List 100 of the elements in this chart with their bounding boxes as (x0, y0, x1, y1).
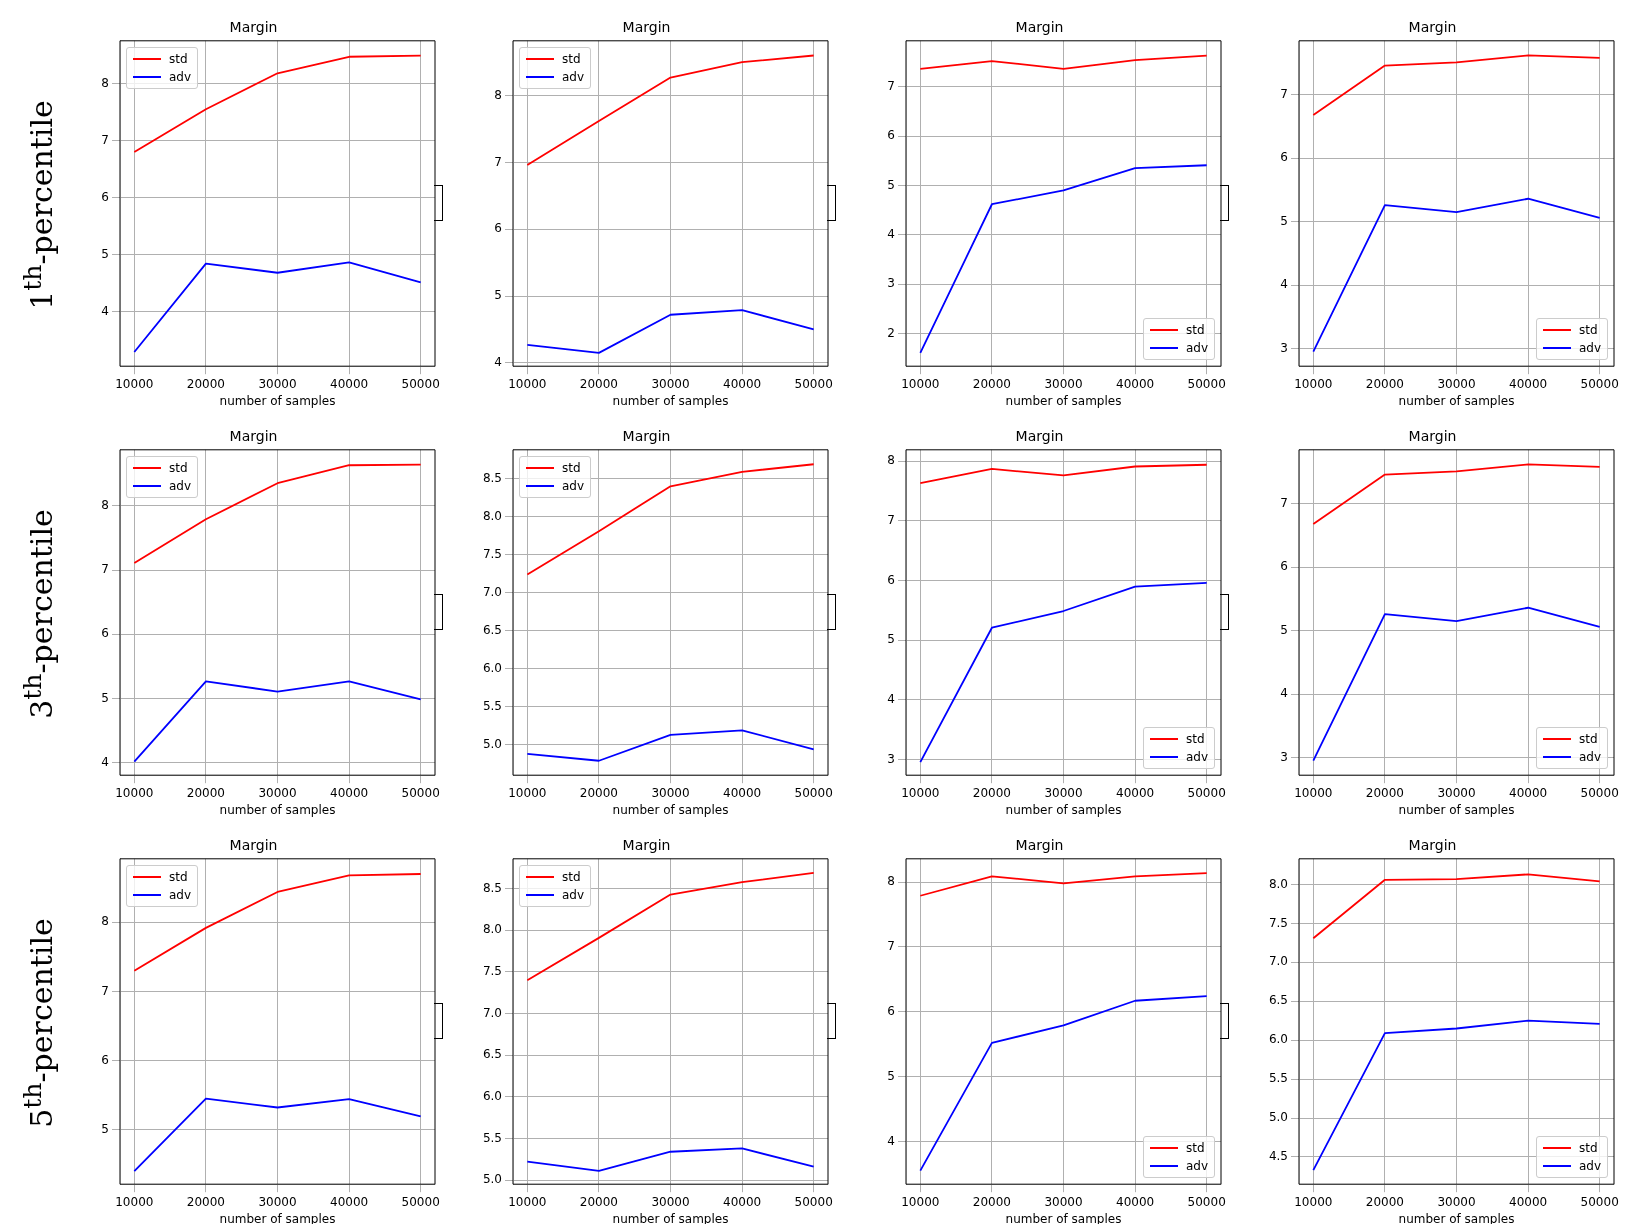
legend-label: std (169, 51, 188, 66)
x-tick-label: 10000 (1294, 1194, 1333, 1209)
x-tick-label: 10000 (508, 1194, 547, 1209)
y-tick-label: 6.5 (1268, 993, 1288, 1008)
legend-label: std (1186, 732, 1205, 747)
x-tick-label: 30000 (651, 785, 690, 800)
legend-label: adv (1579, 341, 1602, 356)
x-tick-label: 10000 (508, 785, 547, 800)
x-tick-label: 30000 (1044, 376, 1083, 391)
legend-label: std (1579, 732, 1598, 747)
y-tick-label: 5.0 (482, 736, 502, 751)
x-tick-label: 10000 (1294, 376, 1333, 391)
chart-title: Margin (1015, 428, 1064, 445)
y-tick-label: 8 (494, 87, 502, 102)
x-tick-label: 50000 (1187, 376, 1226, 391)
x-tick-label: 50000 (1580, 376, 1619, 391)
y-tick-label: 8 (887, 874, 895, 889)
x-axis-title: number of samples (219, 802, 336, 817)
y-tick-label: 6.0 (1268, 1032, 1288, 1047)
y-tick-label: 5.0 (482, 1172, 502, 1187)
y-tick-label: 5 (101, 1121, 109, 1136)
x-axis-title: number of samples (612, 802, 729, 817)
x-tick-label: 20000 (972, 785, 1011, 800)
x-tick-label: 20000 (1365, 785, 1404, 800)
x-axis-title: number of samples (1005, 393, 1122, 408)
x-tick-label: 50000 (1187, 785, 1226, 800)
x-tick-label: 50000 (401, 1194, 440, 1209)
x-tick-label: 30000 (1437, 376, 1476, 391)
legend-label: std (169, 869, 188, 884)
y-tick-label: 7.0 (482, 1005, 502, 1020)
y-tick-label: 6 (101, 626, 109, 641)
chart-title: Margin (1408, 428, 1457, 445)
x-tick-label: 50000 (794, 376, 833, 391)
x-tick-label: 30000 (651, 376, 690, 391)
y-tick-label: 7 (101, 132, 109, 147)
y-tick-label: 3 (887, 276, 895, 291)
x-tick-label: 50000 (794, 1194, 833, 1209)
x-tick-label: 40000 (1116, 1194, 1155, 1209)
x-tick-label: 10000 (901, 785, 940, 800)
y-tick-label: 7 (887, 78, 895, 93)
y-tick-label: 6.5 (482, 622, 502, 637)
x-tick-label: 30000 (258, 785, 297, 800)
chart-title: Margin (622, 837, 671, 854)
y-tick-label: 6 (887, 572, 895, 587)
x-tick-label: 20000 (186, 1194, 225, 1209)
x-tick-label: 10000 (1294, 785, 1333, 800)
y-tick-label: 5 (887, 1068, 895, 1083)
x-axis-title: number of samples (1398, 802, 1515, 817)
y-tick-label: 5.5 (482, 698, 502, 713)
legend-label: std (169, 460, 188, 475)
legend-label: std (1186, 323, 1205, 338)
x-tick-label: 30000 (258, 1194, 297, 1209)
y-tick-label: 8 (887, 453, 895, 468)
chart-title: Margin (622, 19, 671, 36)
x-tick-label: 50000 (794, 785, 833, 800)
y-tick-label: 6.0 (482, 660, 502, 675)
chart-title: Margin (1408, 837, 1457, 854)
legend-label: std (1186, 1141, 1205, 1156)
legend-label: adv (169, 887, 192, 902)
x-tick-label: 40000 (330, 1194, 369, 1209)
y-tick-label: 4 (887, 1133, 895, 1148)
x-tick-label: 20000 (579, 1194, 618, 1209)
y-tick-label: 5 (1280, 213, 1288, 228)
y-tick-label: 7.0 (482, 584, 502, 599)
y-tick-label: 7 (494, 154, 502, 169)
y-tick-label: 5.5 (1268, 1071, 1288, 1086)
legend-label: adv (562, 887, 585, 902)
x-tick-label: 20000 (579, 376, 618, 391)
y-tick-label: 5.5 (482, 1130, 502, 1145)
chart-title: Margin (1408, 19, 1457, 36)
x-tick-label: 10000 (901, 376, 940, 391)
y-tick-label: 6 (494, 221, 502, 236)
chart-title: Margin (229, 19, 278, 36)
x-tick-label: 30000 (651, 1194, 690, 1209)
y-tick-label: 4 (887, 692, 895, 707)
x-tick-label: 10000 (901, 1194, 940, 1209)
x-tick-label: 20000 (579, 785, 618, 800)
legend-label: adv (1579, 750, 1602, 765)
y-tick-label: 7 (1280, 495, 1288, 510)
y-tick-label: 5 (1280, 622, 1288, 637)
legend-label: std (1579, 1141, 1598, 1156)
x-tick-label: 10000 (508, 376, 547, 391)
x-tick-label: 30000 (1044, 785, 1083, 800)
y-tick-label: 4 (101, 303, 109, 318)
x-tick-label: 40000 (1509, 1194, 1548, 1209)
x-tick-label: 40000 (1116, 376, 1155, 391)
y-tick-label: 6.5 (482, 1047, 502, 1062)
y-tick-label: 7.5 (482, 546, 502, 561)
chart-title: Margin (622, 428, 671, 445)
x-tick-label: 10000 (115, 376, 154, 391)
y-tick-label: 8 (101, 914, 109, 929)
x-tick-label: 20000 (186, 785, 225, 800)
x-tick-label: 50000 (401, 785, 440, 800)
y-tick-label: 7 (887, 512, 895, 527)
y-tick-label: 4 (1280, 686, 1288, 701)
x-tick-label: 40000 (1116, 785, 1155, 800)
y-tick-label: 5 (101, 246, 109, 261)
x-tick-label: 30000 (1437, 1194, 1476, 1209)
y-tick-label: 7 (101, 562, 109, 577)
y-tick-label: 5.0 (1268, 1110, 1288, 1125)
